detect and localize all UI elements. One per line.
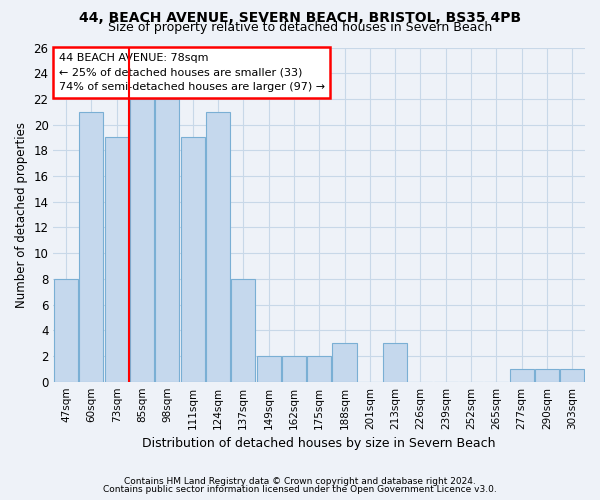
Bar xyxy=(332,343,356,382)
Bar xyxy=(257,356,281,382)
Bar xyxy=(104,138,129,382)
Bar xyxy=(509,369,534,382)
Text: Contains public sector information licensed under the Open Government Licence v3: Contains public sector information licen… xyxy=(103,484,497,494)
Bar xyxy=(130,99,154,382)
Bar xyxy=(282,356,306,382)
Bar xyxy=(155,99,179,382)
Text: 44, BEACH AVENUE, SEVERN BEACH, BRISTOL, BS35 4PB: 44, BEACH AVENUE, SEVERN BEACH, BRISTOL,… xyxy=(79,12,521,26)
X-axis label: Distribution of detached houses by size in Severn Beach: Distribution of detached houses by size … xyxy=(142,437,496,450)
Text: Size of property relative to detached houses in Severn Beach: Size of property relative to detached ho… xyxy=(108,22,492,35)
Bar xyxy=(181,138,205,382)
Bar xyxy=(307,356,331,382)
Bar xyxy=(54,279,78,382)
Text: Contains HM Land Registry data © Crown copyright and database right 2024.: Contains HM Land Registry data © Crown c… xyxy=(124,477,476,486)
Bar xyxy=(383,343,407,382)
Bar xyxy=(206,112,230,382)
Bar xyxy=(535,369,559,382)
Bar xyxy=(231,279,255,382)
Bar xyxy=(79,112,103,382)
Text: 44 BEACH AVENUE: 78sqm
← 25% of detached houses are smaller (33)
74% of semi-det: 44 BEACH AVENUE: 78sqm ← 25% of detached… xyxy=(59,52,325,92)
Bar xyxy=(560,369,584,382)
Y-axis label: Number of detached properties: Number of detached properties xyxy=(15,122,28,308)
